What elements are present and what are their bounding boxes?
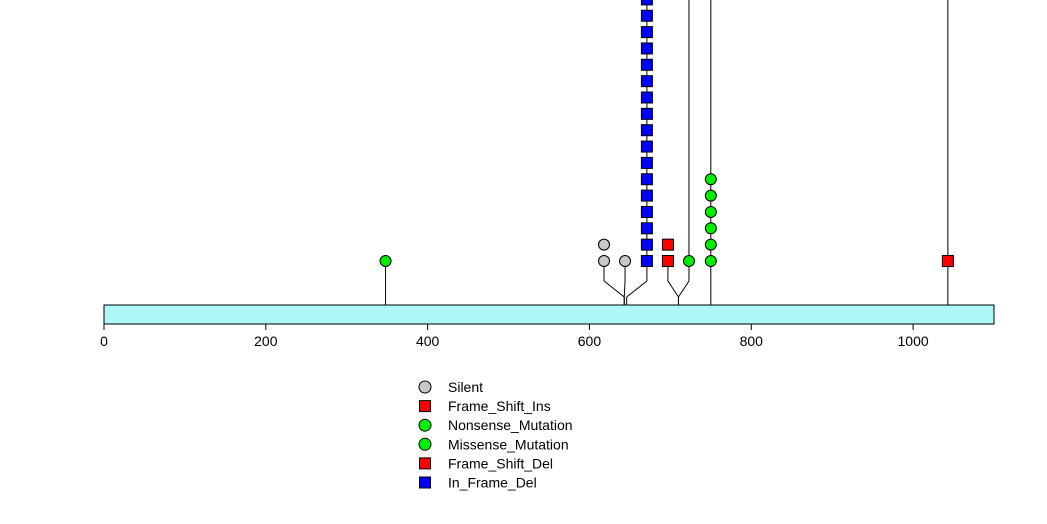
mark-in-frame-del: [640, 156, 653, 169]
x-tick-label: 800: [740, 333, 764, 349]
legend-frame-shift-ins-label: Frame_Shift_Ins: [448, 398, 551, 414]
legend-frame-shift-del-marker: [419, 457, 431, 470]
x-tick-label: 400: [416, 333, 440, 349]
legend-in-frame-del-label: In_Frame_Del: [448, 475, 537, 491]
mark-silent: [619, 255, 632, 267]
mark-frame-shift-ins: [661, 238, 674, 251]
mark-missense-mutation: [704, 189, 717, 202]
stem-connector: [667, 280, 679, 298]
mutation-marks: [379, 0, 954, 267]
protein-bar: [103, 304, 995, 325]
mark-in-frame-del: [640, 238, 653, 251]
mark-in-frame-del: [640, 26, 653, 39]
x-tick-label: 0: [100, 333, 108, 349]
mark-in-frame-del: [640, 91, 653, 104]
x-tick-label: 600: [578, 333, 602, 349]
mark-in-frame-del: [640, 222, 653, 235]
x-axis: 0 200 400 600 800 1000: [100, 324, 929, 349]
legend-silent-marker: [418, 380, 432, 394]
stem-connector: [626, 280, 648, 298]
mark-in-frame-del: [640, 58, 653, 71]
mark-missense-mutation: [704, 173, 717, 186]
legend-silent-label: Silent: [448, 379, 483, 395]
mark-in-frame-del: [640, 75, 653, 88]
mark-missense-mutation: [704, 238, 717, 251]
mark-in-frame-del: [640, 42, 653, 55]
mark-frame-shift-del: [941, 255, 954, 267]
legend-in-frame-del-marker: [419, 476, 431, 489]
legend-missense-mutation-marker: [418, 437, 432, 451]
x-tick-label: 200: [254, 333, 278, 349]
mark-in-frame-del: [640, 0, 653, 6]
mark-in-frame-del: [640, 255, 653, 267]
mark-in-frame-del: [640, 140, 653, 153]
mark-missense-mutation: [704, 222, 717, 235]
stem-connector: [603, 280, 625, 298]
mark-missense-mutation: [704, 205, 717, 218]
legend-nonsense-mutation-marker: [418, 418, 432, 432]
mark-in-frame-del: [640, 173, 653, 186]
mark-silent: [598, 255, 611, 267]
legend-frame-shift-del-label: Frame_Shift_Del: [448, 455, 553, 471]
legend-nonsense-mutation-label: Nonsense_Mutation: [448, 417, 573, 433]
legend-frame-shift-ins-marker: [419, 400, 431, 413]
x-tick-label: 1000: [898, 333, 929, 349]
mark-in-frame-del: [640, 189, 653, 202]
mark-in-frame-del: [640, 9, 653, 22]
mark-in-frame-del: [640, 107, 653, 120]
mark-missense-mutation: [704, 255, 717, 267]
stem-connector: [623, 280, 626, 298]
mark-missense-mutation: [379, 255, 392, 267]
stem-connector: [678, 280, 690, 298]
mark-in-frame-del: [640, 124, 653, 137]
stems-layer: [385, 0, 949, 324]
mark-frame-shift-ins: [661, 255, 674, 267]
mark-silent: [598, 238, 611, 251]
mark-missense-mutation: [682, 255, 695, 267]
legend-missense-mutation-label: Missense_Mutation: [448, 436, 569, 452]
mark-in-frame-del: [640, 205, 653, 218]
legend: Silent Frame_Shift_Ins Nonsense_Mutation Mi…: [418, 379, 573, 491]
